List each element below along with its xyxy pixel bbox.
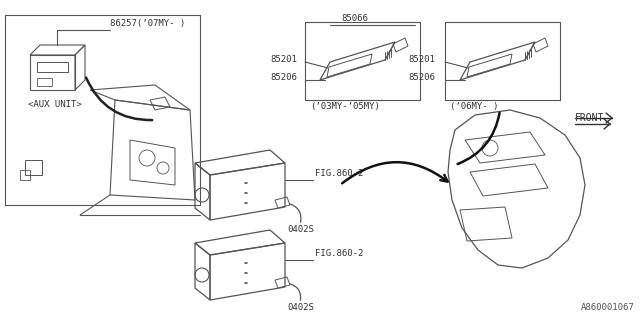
Text: 85201: 85201 [270,55,297,65]
Text: 85066: 85066 [342,14,369,23]
Text: FRONT: FRONT [575,113,604,123]
Text: FIG.860-2: FIG.860-2 [315,169,364,178]
Text: A860001067: A860001067 [581,303,635,312]
Text: 0402S: 0402S [287,303,314,312]
Text: 85206: 85206 [408,74,435,83]
Text: FIG.860-2: FIG.860-2 [315,249,364,258]
Text: 85201: 85201 [408,55,435,65]
Text: (’03MY-’05MY): (’03MY-’05MY) [310,102,380,111]
Text: 86257(’07MY- ): 86257(’07MY- ) [110,19,185,28]
Text: <AUX UNIT>: <AUX UNIT> [28,100,82,109]
Text: 0402S: 0402S [287,225,314,234]
Text: 85206: 85206 [270,74,297,83]
Text: (’06MY- ): (’06MY- ) [450,102,499,111]
